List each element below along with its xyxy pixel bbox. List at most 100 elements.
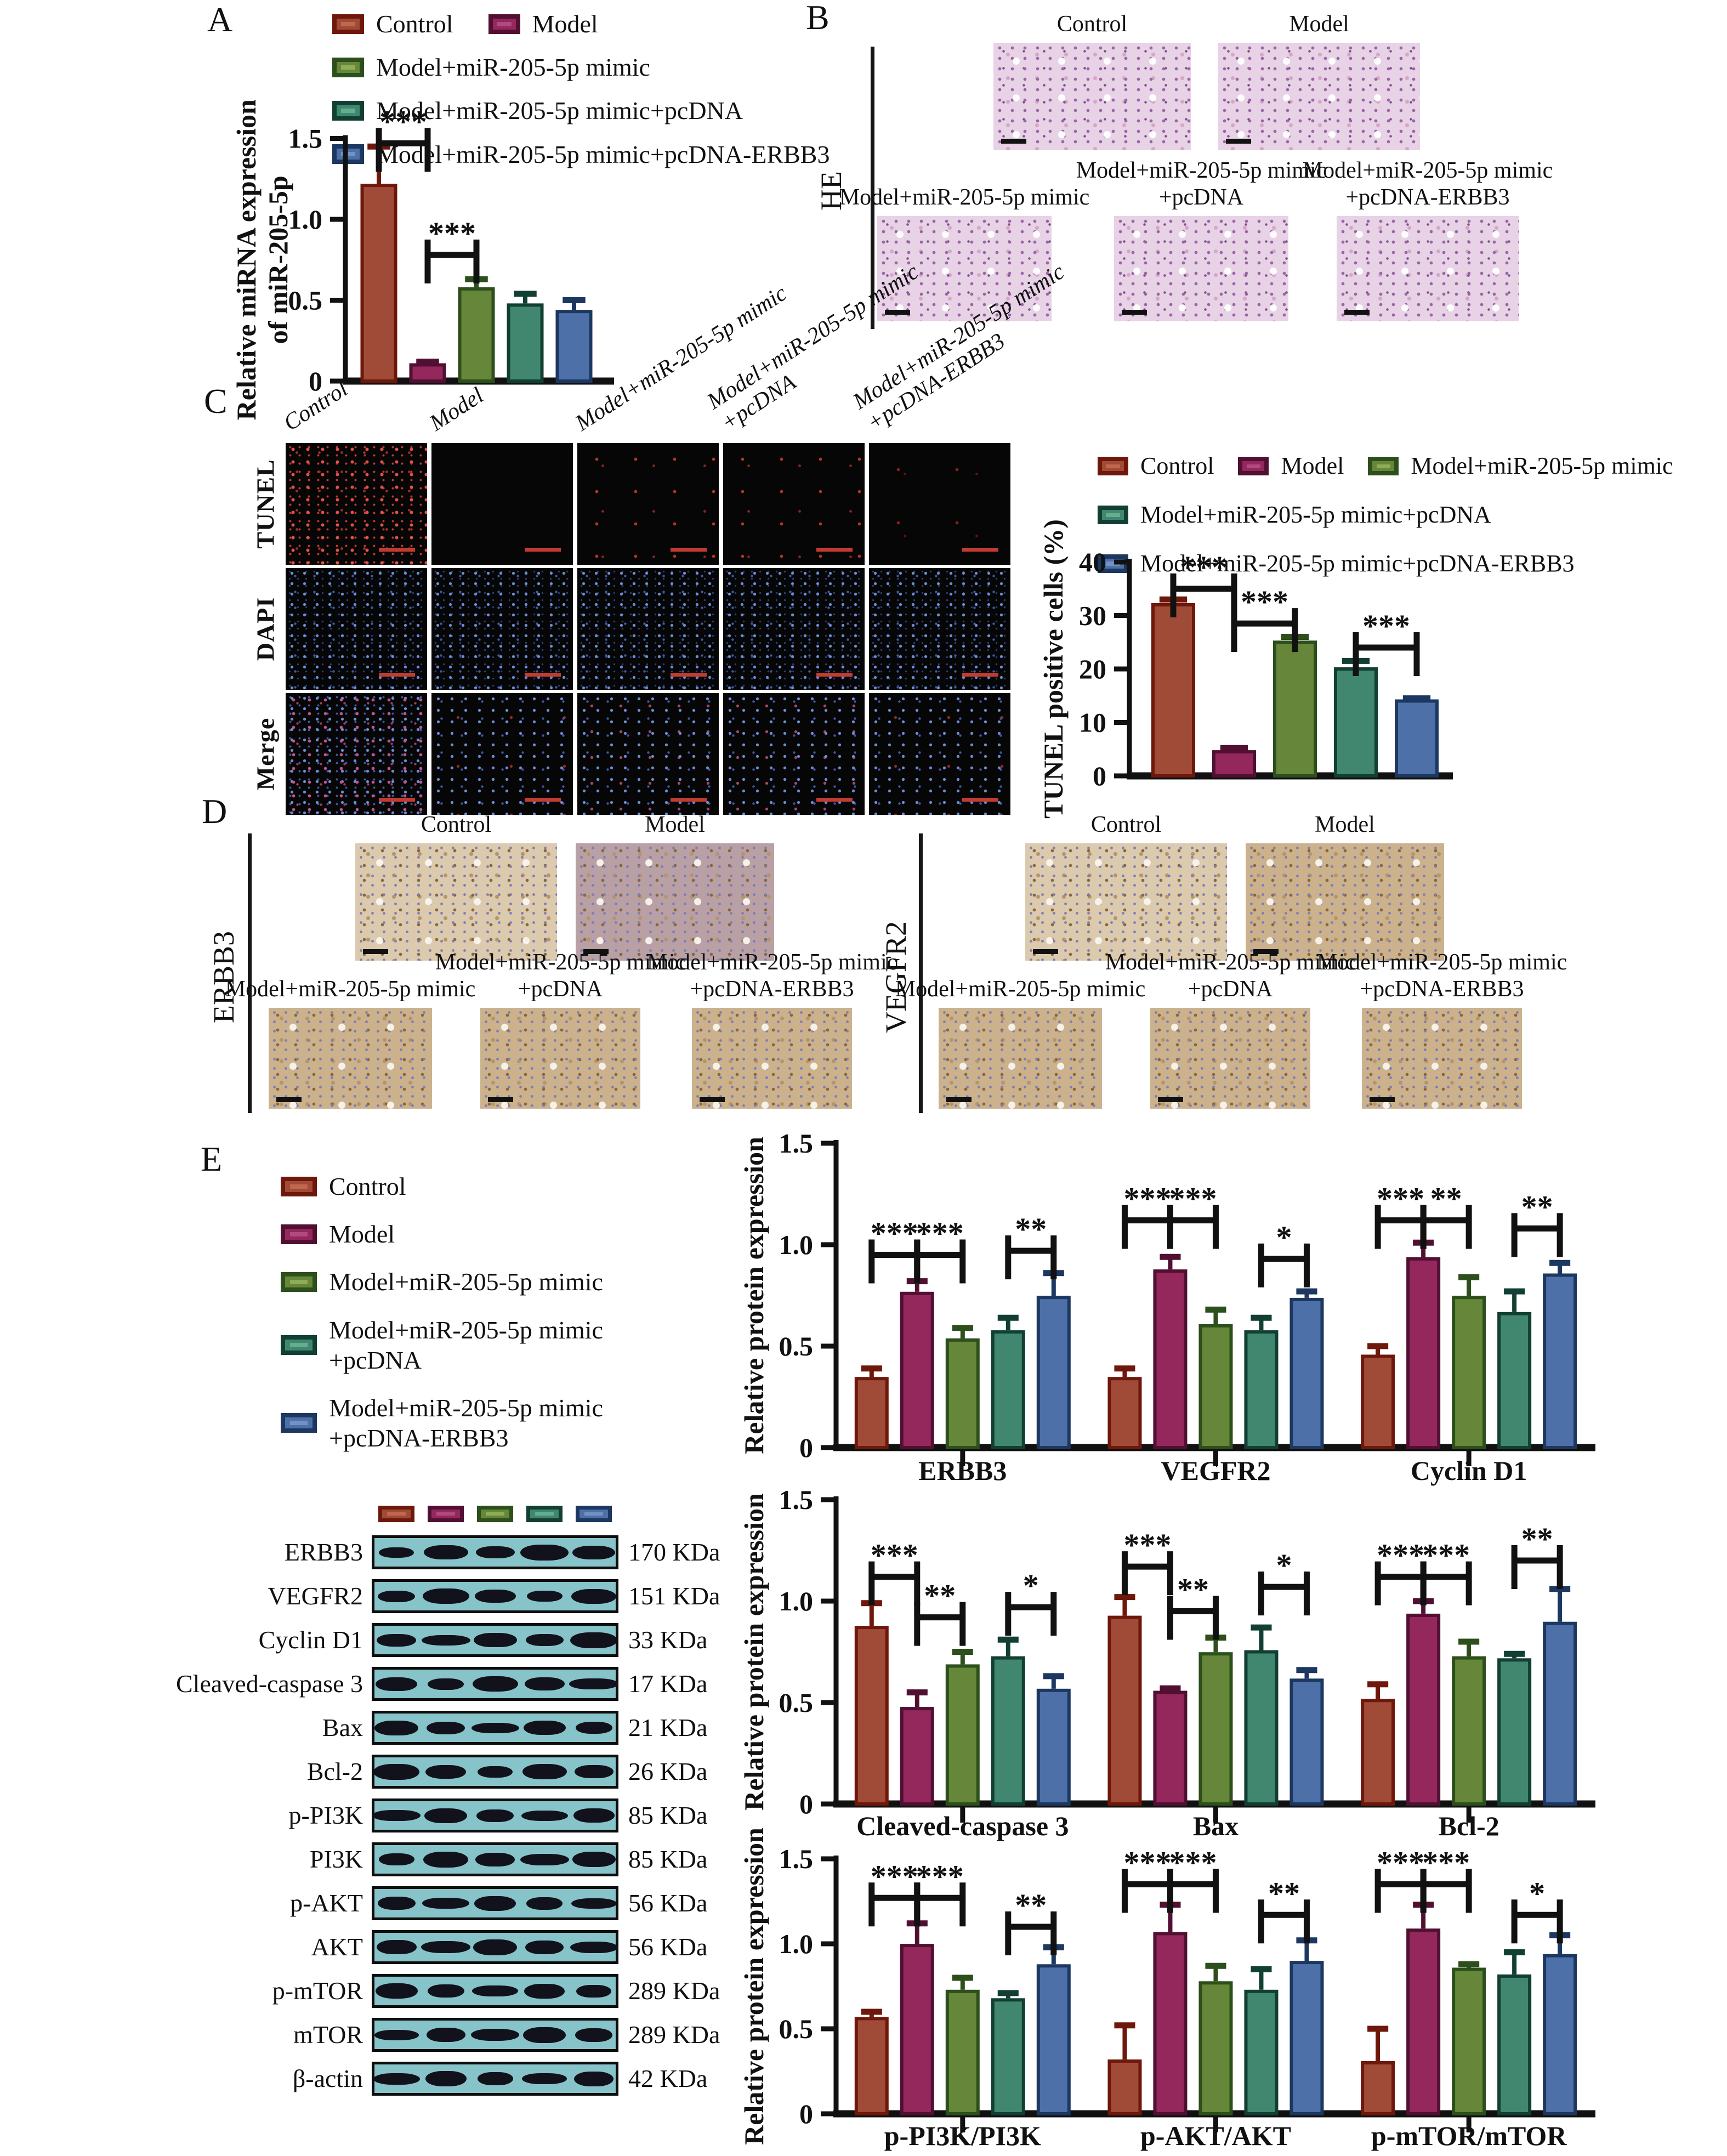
bar: [1452, 1967, 1486, 2115]
blot-band: [525, 1940, 564, 1954]
blot-lane-swatch: [477, 1506, 513, 1522]
swatch-highlight: [535, 1512, 554, 1516]
sig-label: ***: [1377, 1181, 1424, 1217]
legend-item: Model+miR-205-5p mimic: [281, 1267, 603, 1297]
image-label-line: Control: [1090, 812, 1162, 838]
y-tick-label: 1.5: [779, 1843, 814, 1874]
blot-band: [524, 1677, 565, 1690]
blot-band: [523, 2027, 566, 2043]
sig-label: **: [1521, 1521, 1553, 1557]
y-tick-label: 1.0: [779, 1229, 814, 1260]
image-label-line: Model: [1315, 812, 1375, 838]
bar: [1406, 1613, 1441, 1806]
legend-row: Model+miR-205-5p mimic+pcDNA: [281, 1315, 603, 1375]
legend-row: Model+miR-205-5p mimic+pcDNA-ERBB3: [281, 1393, 603, 1453]
bar: [1406, 1257, 1441, 1449]
legend-color-swatch: [332, 14, 364, 34]
image-label-line: Model: [1289, 12, 1349, 37]
bar: [555, 310, 593, 383]
erbb3-ihc-image: [576, 843, 774, 961]
stain-row-label: DAPI: [251, 597, 280, 661]
y-tick-label: 10: [1079, 707, 1106, 738]
kda-label: 33 KDa: [628, 1626, 708, 1654]
sig-label: ***: [1123, 1527, 1171, 1563]
legend-label-line: Model+miR-205-5p mimic+pcDNA: [1140, 501, 1491, 528]
category-label: VEGFR2: [1161, 1455, 1271, 1486]
legend-label: Control: [376, 9, 453, 39]
blot-band: [477, 2072, 513, 2085]
legend-label-line: Model+miR-205-5p mimic: [329, 1393, 603, 1422]
erbb3-ihc-image: [692, 1008, 852, 1109]
bar: [507, 303, 544, 383]
swatch-highlight: [340, 108, 356, 113]
blot-band: [574, 1765, 613, 1778]
stain-row-label: TUNEL: [251, 459, 280, 549]
erbb3-ihc-image: [480, 1008, 640, 1109]
bar: [1198, 1324, 1233, 1449]
fluorescence-image: [431, 568, 573, 690]
sig-label: ***: [1422, 1845, 1470, 1881]
blot-band: [425, 2071, 467, 2086]
he-image-label: Model+miR-205-5p mimic +pcDNA: [1076, 155, 1326, 212]
blot-strip: [372, 1842, 618, 1876]
he-image-label: Model: [1194, 0, 1445, 38]
sig-label: **: [1521, 1189, 1553, 1224]
blot-strip: [372, 1974, 618, 2008]
bar: [1153, 1690, 1188, 1806]
blot-band: [524, 1983, 565, 1999]
kda-label: 289 KDa: [628, 1977, 720, 2005]
y-axis-title: Relative protein expression: [738, 1828, 769, 2145]
bar: [1361, 1354, 1395, 1449]
bar: [991, 1656, 1025, 1806]
swatch-highlight: [290, 1184, 308, 1189]
blot-lane-swatch: [526, 1506, 563, 1522]
blot-strip: [372, 1798, 618, 1832]
category-label: Cleaved-caspase 3: [856, 1811, 1069, 1841]
blot-band: [572, 1852, 616, 1867]
erbb3-ihc-image: [269, 1008, 432, 1109]
protein-label: ERBB3: [284, 1538, 363, 1566]
bar: [1244, 1989, 1279, 2115]
blot-band: [571, 1898, 617, 1909]
legend-color-swatch: [281, 1413, 317, 1433]
panel-b-label: B: [806, 0, 830, 37]
swatch-highlight: [1246, 464, 1261, 468]
sig-label: ***: [871, 1216, 918, 1251]
blot-band: [525, 1634, 564, 1646]
legend-row: Control Model: [332, 9, 830, 39]
sig-label: ***: [1377, 1845, 1424, 1881]
image-label-line: Model+miR-205-5p mimic: [1105, 949, 1356, 975]
blot-band: [576, 1984, 611, 1998]
bar: [945, 1664, 980, 1806]
bar: [1289, 1678, 1324, 1806]
bar: [900, 1944, 934, 2115]
image-label-line: Model+miR-205-5p mimic: [895, 977, 1146, 1002]
bar: [991, 1998, 1025, 2115]
panel-a-label: A: [207, 0, 233, 39]
legend-color-swatch: [1098, 506, 1128, 525]
legend-label-line: Model: [532, 10, 598, 38]
he-image: [1337, 216, 1519, 321]
fluorescence-image: [577, 568, 719, 690]
sig-label: ***: [1362, 608, 1410, 644]
panel-a-legend: Control Model Model+miR-205-5p mimic Model+…: [332, 9, 830, 183]
legend-item: Model+miR-205-5p mimic+pcDNA: [281, 1315, 603, 1375]
vegfr2-bracket-line: [919, 833, 923, 1113]
legend-label-line: Control: [1140, 452, 1214, 479]
blot-band: [473, 1939, 517, 1955]
category-label: ERBB3: [918, 1455, 1007, 1486]
legend-label-line: Model+miR-205-5p mimic+pcDNA-ERBB3: [1140, 549, 1575, 577]
y-tick-label: 0.5: [288, 285, 323, 316]
legend-label-line: Model+miR-205-5p mimic: [1411, 452, 1673, 479]
legend-label-line: +pcDNA: [329, 1346, 422, 1374]
y-tick-label: 0.5: [779, 1331, 814, 1361]
legend-label: Model+miR-205-5p mimic: [1411, 452, 1673, 481]
sig-label: ***: [1123, 1181, 1171, 1217]
erbb3-ihc-image: [355, 843, 557, 961]
legend-color-swatch: [281, 1335, 317, 1355]
blot-band: [476, 1809, 514, 1822]
bar: [1406, 1928, 1441, 2115]
sig-label: **: [1015, 1887, 1047, 1923]
swatch-highlight: [436, 1512, 455, 1516]
fluorescence-image: [286, 568, 427, 690]
